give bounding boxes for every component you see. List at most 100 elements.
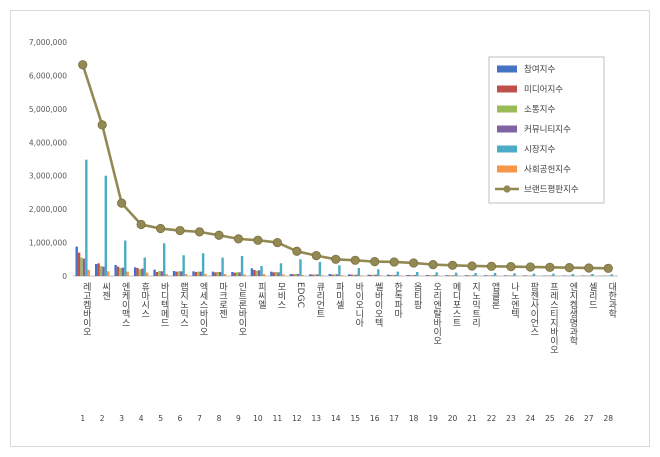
- line-point: [525, 262, 536, 272]
- y-tick-label: 3,000,000: [29, 172, 67, 181]
- bar: [367, 274, 370, 276]
- category-label: 메디포스트: [451, 282, 461, 327]
- category-label: EDGC: [295, 282, 305, 308]
- bar: [430, 275, 434, 276]
- bar: [406, 275, 409, 276]
- line-point: [97, 120, 107, 130]
- rank-number: 8: [217, 414, 222, 423]
- bar: [350, 274, 353, 276]
- rank-number: 17: [389, 414, 399, 423]
- bar: [243, 274, 246, 276]
- bar: [398, 275, 402, 276]
- y-tick-label: 4,000,000: [29, 138, 67, 147]
- bar: [348, 274, 351, 276]
- line-point: [506, 262, 516, 272]
- bar: [311, 274, 314, 276]
- bar: [158, 270, 161, 276]
- bar: [335, 274, 339, 276]
- y-tick-label: 5,000,000: [29, 105, 67, 114]
- y-tick-label: 0: [62, 272, 67, 281]
- legend-swatch: [497, 125, 517, 133]
- category-label: 레고켐바이오: [81, 282, 91, 336]
- rank-number: 23: [506, 414, 516, 423]
- bar: [447, 275, 451, 276]
- category-label: 팜젠사이언스: [528, 282, 538, 336]
- bar: [231, 271, 234, 276]
- rank-number: 19: [428, 414, 438, 423]
- bar: [411, 275, 414, 276]
- line-point: [292, 246, 302, 256]
- bar: [474, 272, 477, 276]
- rank-number: 7: [197, 414, 202, 423]
- bar: [107, 271, 110, 276]
- bar: [357, 267, 361, 276]
- chart-labels: 레고켐바이오 1 씨젠 2 엔케이맥스 3 휴마시스 4 바디텍메드 5 랩지노믹스 6 엑세스바이오 7…: [80, 281, 616, 423]
- bar: [513, 273, 516, 276]
- category-label: 파미셀: [334, 282, 344, 309]
- bar: [180, 271, 183, 276]
- line-point: [214, 230, 224, 240]
- bar: [133, 267, 137, 276]
- rank-number: 9: [236, 414, 241, 423]
- bar: [340, 275, 343, 276]
- bar: [547, 275, 550, 276]
- bar: [394, 275, 397, 276]
- bar: [542, 275, 546, 276]
- rank-number: 26: [565, 414, 575, 423]
- bar: [279, 263, 283, 276]
- rank-number: 3: [119, 414, 124, 423]
- legend-swatch: [497, 165, 517, 173]
- rank-number: 24: [526, 414, 536, 423]
- legend-label: 참여지수: [524, 64, 555, 75]
- bar: [77, 252, 81, 276]
- line-point: [428, 260, 438, 270]
- bar: [610, 274, 614, 276]
- bar: [272, 272, 275, 276]
- rank-number: 11: [273, 414, 283, 423]
- bar: [141, 268, 144, 276]
- line-point: [370, 257, 380, 267]
- bar: [552, 273, 555, 276]
- bar: [75, 246, 78, 276]
- line-point: [584, 263, 594, 273]
- bar: [250, 268, 254, 276]
- bar: [253, 269, 256, 276]
- category-label: 지노믹트리: [470, 282, 480, 328]
- bar: [301, 275, 305, 276]
- bar: [155, 271, 159, 276]
- bar: [114, 264, 117, 276]
- bar: [355, 274, 358, 276]
- bar: [177, 271, 181, 276]
- bar: [396, 271, 399, 276]
- rank-number: 4: [139, 414, 144, 423]
- bar: [175, 271, 178, 276]
- rank-number: 27: [584, 414, 594, 423]
- bar: [379, 275, 382, 276]
- line-point: [155, 223, 166, 234]
- bar: [153, 269, 156, 276]
- line-point: [545, 262, 555, 272]
- category-label: 앱클론: [489, 281, 499, 309]
- category-label: 엑세스바이오: [198, 281, 208, 336]
- bar: [472, 275, 475, 276]
- line-point: [486, 261, 497, 271]
- bar: [240, 255, 244, 276]
- line-point: [136, 219, 146, 230]
- bar: [262, 273, 266, 276]
- bar: [124, 240, 127, 276]
- bar: [508, 275, 511, 276]
- rank-number: 20: [448, 414, 458, 423]
- bar: [428, 275, 431, 276]
- line-point: [409, 258, 419, 268]
- chart-bars: [75, 159, 616, 276]
- legend-swatch: [497, 65, 517, 73]
- category-label: 엔지켐생명과학: [567, 282, 577, 346]
- rank-number: 15: [350, 414, 360, 423]
- bar: [214, 272, 217, 276]
- bar: [289, 273, 293, 276]
- bar: [82, 258, 86, 276]
- bar: [330, 274, 334, 276]
- bar: [528, 275, 531, 276]
- bar: [85, 159, 88, 276]
